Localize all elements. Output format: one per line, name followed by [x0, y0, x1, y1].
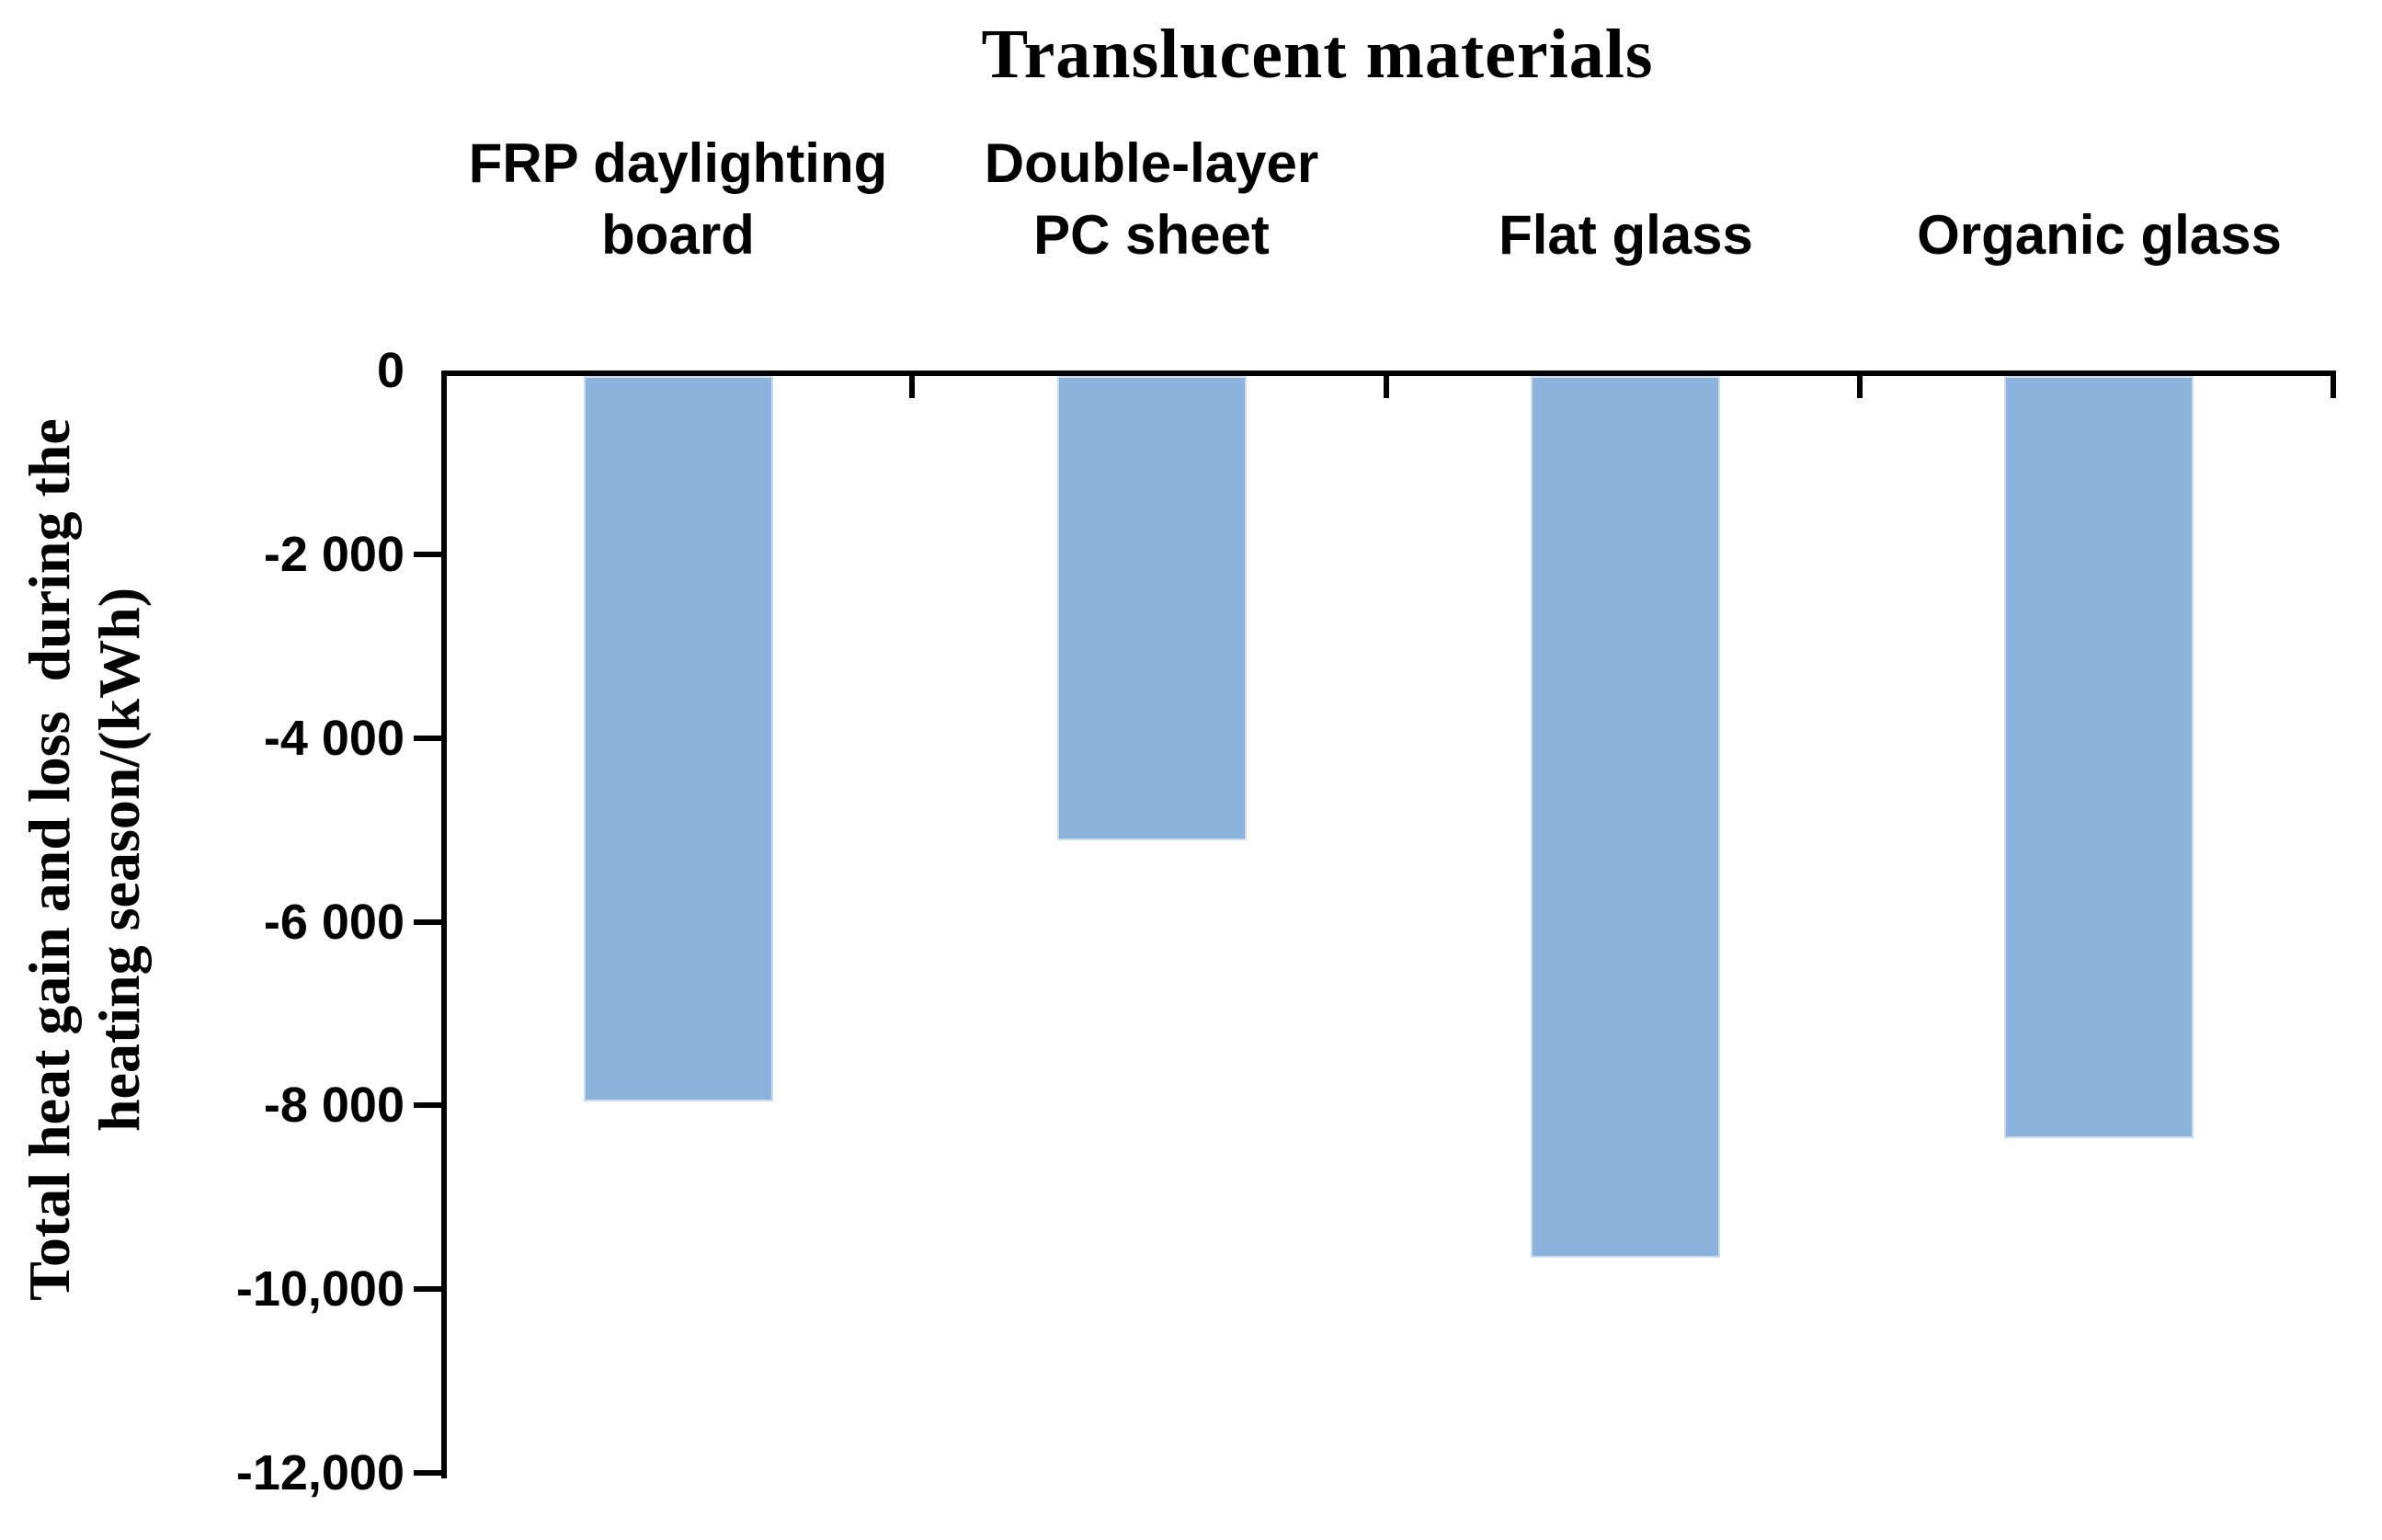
y-tick-mark	[414, 552, 441, 557]
y-tick-label: -4 000	[263, 711, 405, 766]
x-tick-mark	[1384, 376, 1389, 398]
bar	[1057, 376, 1247, 840]
y-tick-label: -2 000	[263, 527, 405, 582]
x-tick-mark	[909, 376, 915, 398]
y-tick-label: -10,000	[235, 1261, 405, 1317]
y-tick-mark	[414, 1470, 441, 1476]
x-tick-mark	[1857, 376, 1863, 398]
y-tick-label: -6 000	[263, 895, 405, 950]
category-label: Flat glass	[1499, 204, 1753, 266]
bar	[1531, 376, 1720, 1258]
bar	[584, 376, 773, 1101]
y-tick-mark	[414, 1286, 441, 1292]
chart-title: Translucent materials	[981, 16, 1654, 93]
category-label: Organic glass	[1917, 204, 2282, 266]
y-tick-mark	[414, 1102, 441, 1108]
y-tick-label: 0	[376, 343, 405, 398]
y-tick-mark	[414, 919, 441, 925]
category-label: FRP daylighting board	[468, 132, 888, 266]
category-label: Double-layer PC sheet	[984, 132, 1319, 266]
x-tick-mark	[2331, 376, 2336, 398]
y-tick-label: -8 000	[263, 1078, 405, 1133]
plot-area	[441, 371, 2336, 1478]
bar	[2004, 376, 2194, 1138]
y-tick-label: -12,000	[235, 1445, 405, 1500]
y-tick-mark	[414, 736, 441, 741]
